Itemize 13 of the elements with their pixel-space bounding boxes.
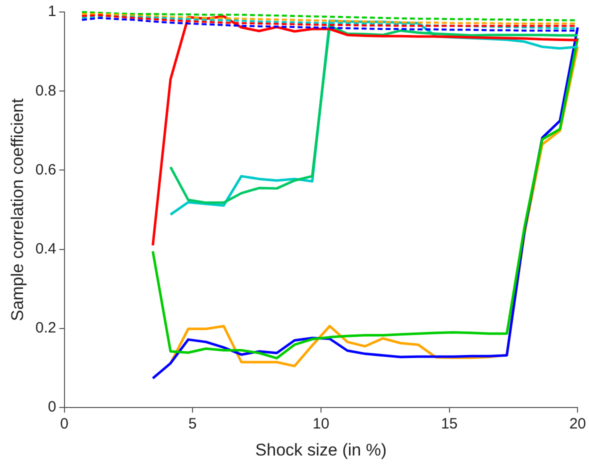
y-tick-label: 1	[48, 3, 56, 20]
y-tick-label: 0	[48, 398, 56, 416]
y-tick-label: 0.6	[35, 161, 56, 178]
y-tick-label: 0.2	[35, 320, 56, 337]
x-tick-label: 15	[440, 416, 458, 433]
y-tick-label: 0.8	[35, 82, 56, 100]
y-tick-label: 0.4	[35, 240, 56, 258]
x-axis-title: Shock size (in %)	[255, 440, 387, 460]
y-axis-title: Sample correlation coefficient	[8, 98, 27, 322]
x-tick-label: 5	[188, 416, 197, 433]
x-tick-label: 20	[569, 416, 586, 433]
x-tick-label: 10	[312, 416, 330, 433]
x-tick-label: 0	[60, 416, 68, 433]
